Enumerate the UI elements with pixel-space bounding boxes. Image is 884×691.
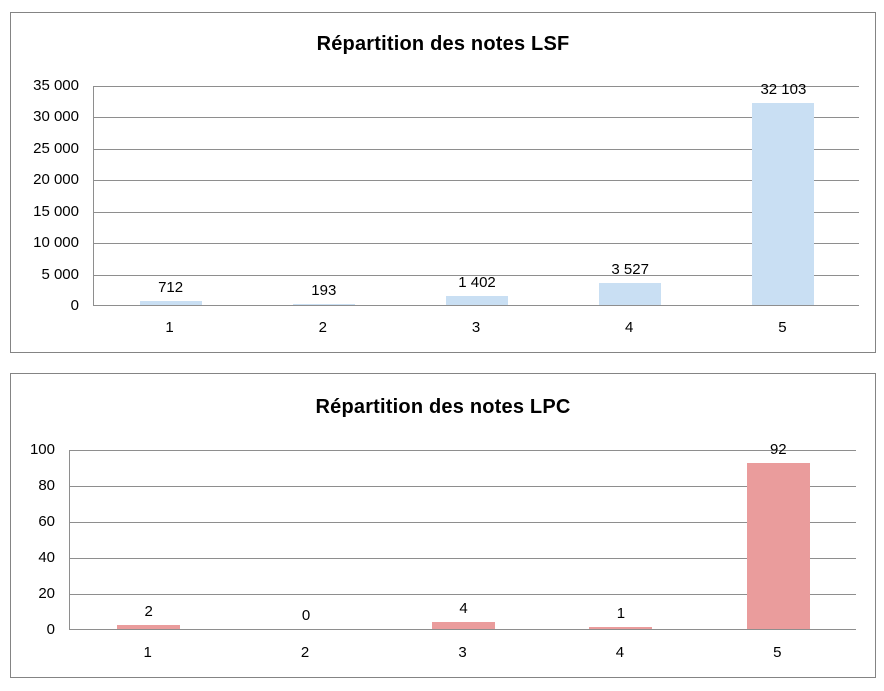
bar <box>432 621 495 629</box>
gridline <box>94 243 859 245</box>
x-axis-label: 2 <box>318 319 327 336</box>
bar-value-label: 1 402 <box>458 274 496 292</box>
gridline <box>94 86 859 87</box>
y-axis-label: 0 <box>46 621 55 638</box>
y-axis-label: 20 000 <box>33 171 79 189</box>
bar-value-label: 2 <box>144 603 153 621</box>
y-axis-label: 30 000 <box>33 108 79 126</box>
bar-value-label: 32 103 <box>760 81 807 99</box>
bar <box>589 627 653 629</box>
x-axis-label: 1 <box>165 319 174 336</box>
x-axis-label: 3 <box>471 319 481 336</box>
gridline <box>70 594 856 595</box>
bar <box>292 303 355 305</box>
bar <box>117 625 181 629</box>
x-axis-label: 4 <box>615 644 625 661</box>
bar <box>446 296 508 305</box>
y-axis-label: 25 000 <box>33 139 79 157</box>
y-axis-label: 5 000 <box>41 265 79 283</box>
y-axis-label: 20 <box>38 585 55 602</box>
gridline <box>94 274 859 276</box>
lsf-chart-title: Répartition des notes LSF <box>316 33 570 55</box>
x-axis-label: 5 <box>773 644 782 661</box>
lpc-chart-title: Répartition des notes LPC <box>315 396 571 418</box>
gridline <box>94 148 859 150</box>
bar-value-label: 712 <box>158 278 184 296</box>
bar <box>752 103 815 305</box>
y-axis-label: 100 <box>29 441 55 458</box>
gridline <box>70 522 856 523</box>
x-axis-label: 2 <box>300 644 310 661</box>
y-axis-label: 10 000 <box>33 234 79 252</box>
gridline <box>70 486 856 487</box>
gridline <box>94 180 859 182</box>
y-axis-label: 35 000 <box>33 77 79 94</box>
y-axis-label: 40 <box>38 549 55 566</box>
x-axis-label: 4 <box>625 319 634 336</box>
lpc-plot-area: 2 0 4 1 92 <box>69 441 856 630</box>
lsf-plot-area: 712 193 1 402 3 527 32 103 <box>93 81 859 306</box>
y-axis-label: 80 <box>38 477 55 494</box>
x-axis-label: 3 <box>458 644 467 661</box>
bar-value-label: 92 <box>769 441 787 459</box>
bar <box>746 463 810 629</box>
gridline <box>94 117 859 119</box>
bar-value-label: 4 <box>459 599 468 617</box>
bar <box>139 300 202 305</box>
lsf-chart: Répartition des notes LSF 712 193 1 402 3 5… <box>10 12 876 353</box>
bar <box>599 282 662 305</box>
lpc-chart: Répartition des notes LPC 2 0 4 1 92 100 80 60… <box>10 373 876 678</box>
gridline <box>70 450 856 451</box>
x-axis-label: 5 <box>778 319 787 336</box>
y-axis-label: 0 <box>70 297 79 314</box>
bar-value-label: 3 527 <box>611 260 649 278</box>
bar-value-label: 1 <box>616 605 626 623</box>
y-axis-label: 60 <box>38 513 55 530</box>
bar-value-label: 0 <box>301 607 311 624</box>
gridline <box>70 558 856 559</box>
y-axis-label: 15 000 <box>33 202 79 220</box>
gridline <box>94 211 859 213</box>
bar-value-label: 193 <box>311 281 337 299</box>
x-axis-label: 1 <box>143 644 152 661</box>
